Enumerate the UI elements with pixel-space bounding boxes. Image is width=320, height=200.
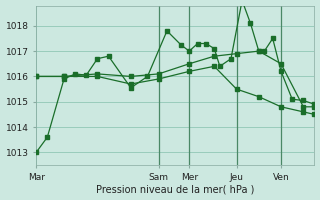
- X-axis label: Pression niveau de la mer( hPa ): Pression niveau de la mer( hPa ): [96, 184, 254, 194]
